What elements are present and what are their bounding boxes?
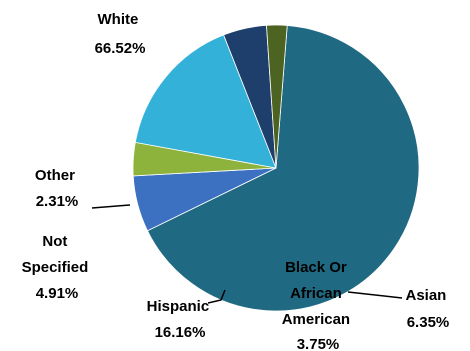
label-black-or-african-american: Black Or African American 3.75% xyxy=(282,259,355,351)
label-black-line2: African xyxy=(290,285,342,302)
label-hispanic: Hispanic 16.16% xyxy=(147,298,214,341)
label-other-value: 2.31% xyxy=(36,193,79,210)
label-asian-value: 6.35% xyxy=(407,314,450,331)
label-asian: Asian 6.35% xyxy=(405,287,450,331)
label-not-specified-line1: Not xyxy=(42,233,67,250)
label-other: Other 2.31% xyxy=(35,167,79,210)
pie-slice-other xyxy=(266,24,288,169)
pie-slice-white xyxy=(146,25,420,312)
leader-line-asian xyxy=(347,291,403,299)
leader-line-other xyxy=(91,204,131,209)
label-other-name: Other xyxy=(35,167,75,184)
label-black-line1: Black Or xyxy=(285,259,347,276)
label-hispanic-value: 16.16% xyxy=(155,324,206,341)
pie-slices xyxy=(132,24,420,312)
data-labels: White 66.52% Other 2.31% Not Specified 4… xyxy=(22,11,450,351)
leader-line-hispanic xyxy=(207,289,226,304)
pie-slice-hispanic xyxy=(134,34,277,169)
label-hispanic-name: Hispanic xyxy=(147,298,210,315)
label-not-specified: Not Specified 4.91% xyxy=(22,233,93,302)
label-not-specified-line2: Specified xyxy=(22,259,89,276)
leader-lines xyxy=(91,204,403,304)
label-black-value: 3.75% xyxy=(297,336,340,351)
label-white: White 66.52% xyxy=(95,11,146,57)
label-not-specified-value: 4.91% xyxy=(36,285,79,302)
label-white-name: White xyxy=(98,11,139,28)
label-white-value: 66.52% xyxy=(95,40,146,57)
label-black-line3: American xyxy=(282,311,350,328)
label-asian-name: Asian xyxy=(405,287,446,304)
